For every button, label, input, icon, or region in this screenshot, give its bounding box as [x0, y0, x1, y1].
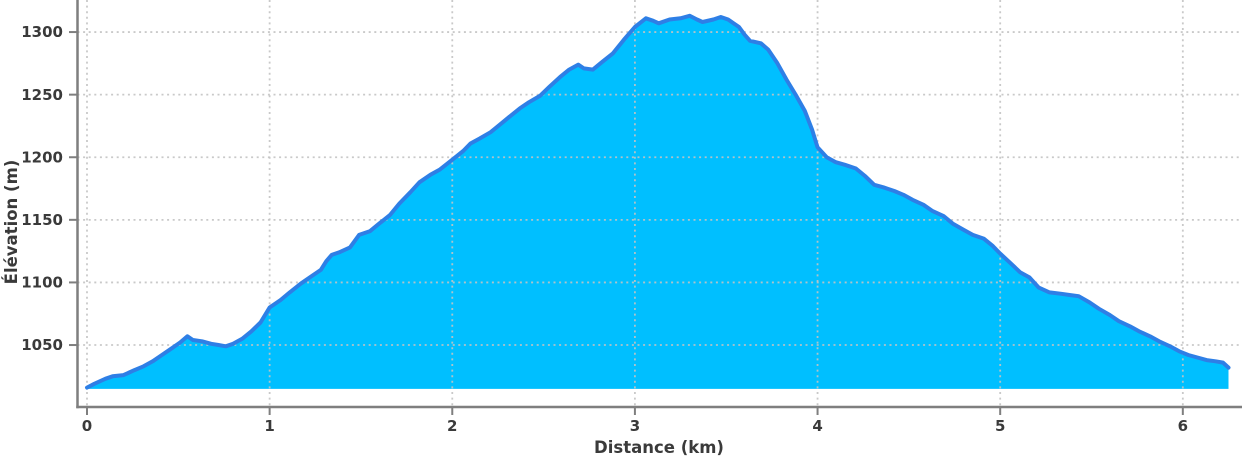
line-path [85, 13, 1231, 390]
y-axis-label: Élévation (m) [2, 160, 21, 285]
x-tick-label: 6 [1178, 417, 1188, 435]
elevation-area-fill [86, 15, 1229, 389]
elevation-line [85, 13, 1231, 390]
y-tick-label: 1300 [21, 23, 63, 41]
y-tick-label: 1050 [21, 336, 63, 354]
y-tick-label: 1250 [21, 86, 63, 104]
x-tick-label: 5 [995, 417, 1005, 435]
y-tick-label: 1150 [21, 211, 63, 229]
gridlines [77, 0, 1242, 407]
x-tick-label: 4 [812, 417, 822, 435]
y-tick-label: 1200 [21, 148, 63, 166]
tick-marks [69, 31, 1184, 415]
x-tick-label: 1 [264, 417, 274, 435]
x-tick-label: 2 [447, 417, 457, 435]
y-tick-label: 1100 [21, 274, 63, 292]
area-path [86, 15, 1229, 389]
x-axis-label: Distance (km) [594, 438, 724, 457]
x-tick-label: 3 [630, 417, 640, 435]
x-tick-label: 0 [82, 417, 92, 435]
tick-labels: 1050 1100 1150 1200 1250 1300 0 1 2 3 4 5 6 [21, 23, 1188, 435]
